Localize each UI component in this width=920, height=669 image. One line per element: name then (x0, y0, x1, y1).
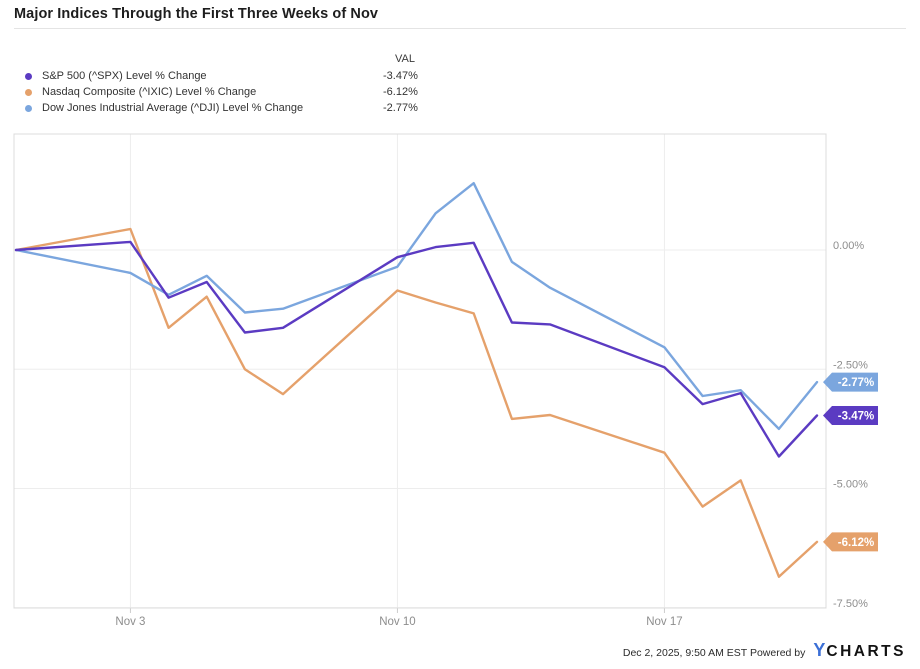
series-line (14, 240, 819, 458)
spx-series-value: -3.47% (383, 70, 418, 82)
dji-series-label: Dow Jones Industrial Average (^DJI) Leve… (42, 102, 304, 114)
y-axis-label: -7.50% (833, 598, 868, 610)
y-axis-label: -2.50% (833, 359, 868, 371)
legend-row-dji: Dow Jones Industrial Average (^DJI) Leve… (14, 100, 418, 116)
series-line (14, 181, 819, 431)
x-axis-label: Nov 17 (646, 616, 682, 628)
title-divider (14, 28, 906, 29)
footer: Dec 2, 2025, 9:50 AM EST Powered by Y CHA… (623, 640, 906, 662)
ixic-series-label: Nasdaq Composite (^IXIC) Level % Change (42, 86, 257, 98)
value-badge (823, 372, 878, 392)
page-title: Major Indices Through the First Three We… (14, 6, 379, 22)
plot-border (13, 133, 827, 609)
spx-series-label: S&P 500 (^SPX) Level % Change (42, 70, 207, 82)
series-line (14, 227, 819, 578)
ixic-series-value: -6.12% (383, 86, 418, 98)
timestamp: Dec 2, 2025, 9:50 AM EST (622, 647, 748, 659)
ixic-color-dot-icon (25, 88, 32, 96)
x-axis-label: Nov 10 (379, 616, 415, 628)
value-badge (823, 532, 878, 552)
ycharts-logo-text: CHARTS (826, 643, 906, 660)
legend-row-spx: S&P 500 (^SPX) Level % Change -3.47% (14, 68, 418, 84)
value-badge-label: -6.12% (838, 537, 874, 549)
y-axis-label: -5.00% (833, 479, 868, 491)
value-badge-label: -3.47% (838, 411, 874, 423)
dji-color-dot-icon (25, 104, 32, 112)
ycharts-logo-y-icon: Y (813, 640, 827, 660)
powered-by-text: Powered by (749, 647, 806, 659)
spx-color-dot-icon (25, 72, 32, 80)
legend-row-ixic: Nasdaq Composite (^IXIC) Level % Change … (14, 84, 418, 100)
footer-timestamp-and-powered-by: Dec 2, 2025, 9:50 AM EST Powered by (623, 647, 806, 659)
ycharts-logo: Y CHARTS (813, 640, 906, 661)
legend-val-header: VAL (395, 53, 415, 65)
x-axis-label: Nov 3 (115, 616, 145, 628)
y-axis-label: 0.00% (833, 240, 864, 252)
value-badge-label: -2.77% (838, 377, 874, 389)
value-badge (823, 406, 878, 425)
dji-series-value: -2.77% (383, 102, 418, 114)
